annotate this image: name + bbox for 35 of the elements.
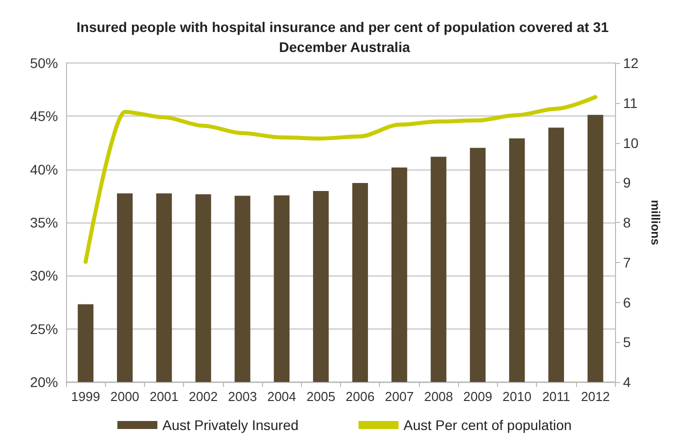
y2-tick-label: 10 (623, 134, 639, 151)
y-tick-label: 20% (30, 374, 58, 390)
line-series (84, 95, 598, 264)
x-tick-label: 2003 (228, 389, 257, 404)
y2-tick-label: 6 (623, 294, 631, 310)
x-tick-label: 2005 (306, 389, 336, 404)
y-tick-label: 40% (30, 161, 58, 178)
legend-label: Aust Privately Insured (162, 417, 299, 433)
x-tick-label: 2011 (542, 389, 570, 404)
y-tick-label: 30% (30, 268, 58, 284)
x-tick-label: 2010 (502, 389, 532, 404)
x-tick-label: 2001 (150, 389, 178, 404)
chart-title: Insured people with hospital insurance and per cent of population covered at 31 December Australia (76, 19, 612, 55)
y2-tick-label: 9 (623, 174, 631, 191)
y2-tick-label: 11 (623, 94, 638, 111)
y-tick-label: 50% (30, 55, 58, 71)
x-tick-label: 1999 (71, 389, 100, 404)
x-tick-label: 2002 (188, 389, 218, 404)
y2-tick-label: 5 (623, 334, 631, 350)
x-tick-label: 2008 (424, 389, 453, 404)
y2-tick-label: 7 (623, 254, 631, 270)
x-tick-label: 2007 (384, 389, 414, 404)
legend-label: Aust Per cent of population (404, 417, 572, 433)
x-tick-label: 2006 (346, 389, 375, 404)
y2-axis-title: millions (648, 200, 662, 246)
x-tick-label: 2004 (267, 389, 296, 404)
x-tick-label: 2009 (463, 389, 492, 404)
y-tick-label: 35% (30, 214, 58, 230)
y2-tick-label: 4 (623, 374, 631, 390)
x-tick-label: 2012 (580, 389, 610, 404)
x-tick-label: 2000 (110, 389, 140, 404)
y-tick-label: 45% (30, 108, 58, 124)
y2-tick-label: 12 (623, 55, 639, 71)
y-tick-label: 25% (30, 320, 58, 337)
y2-tick-label: 8 (623, 214, 631, 230)
